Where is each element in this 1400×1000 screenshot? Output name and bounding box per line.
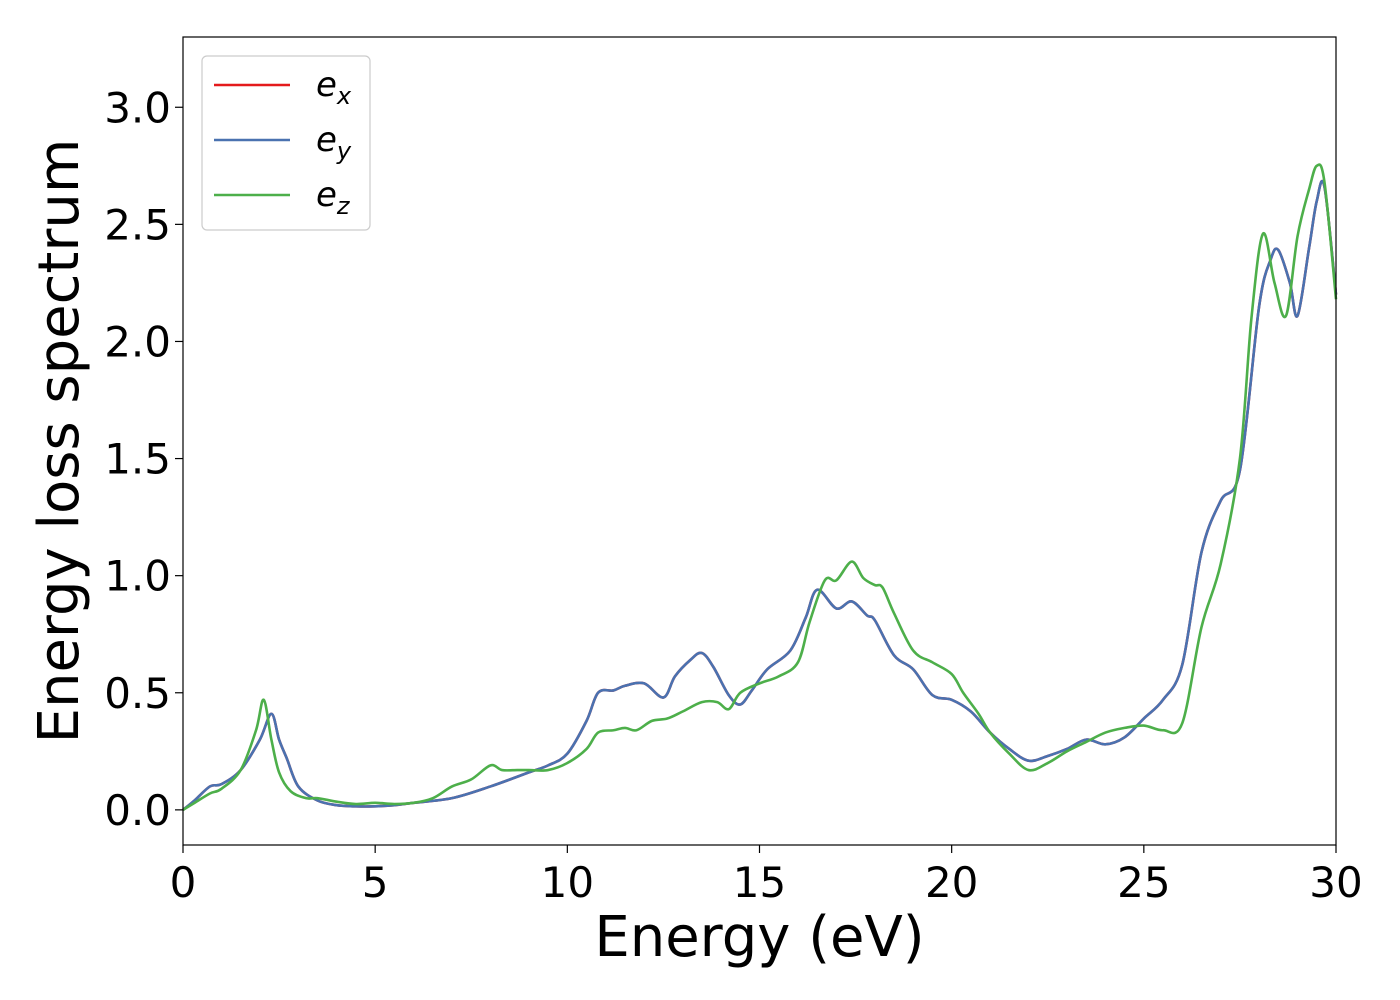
y-axis-ticks: 0.0 0.5 1.0 1.5 2.0 2.5 3.0	[104, 83, 183, 835]
y-tick-label: 1.0	[104, 552, 171, 601]
series-layer	[182, 163, 1338, 811]
y-tick-label: 2.0	[104, 317, 171, 366]
y-tick-label: 0.0	[104, 786, 171, 835]
y-axis-label: Energy loss spectrum	[27, 139, 92, 744]
y-tick-label: 0.5	[104, 669, 171, 718]
x-tick-label: 25	[1117, 858, 1170, 907]
y-tick-label: 3.0	[104, 83, 171, 132]
x-tick-label: 10	[541, 858, 594, 907]
x-tick-label: 15	[733, 858, 786, 907]
x-axis-ticks: 0 5 10 15 20 25 30	[170, 845, 1363, 907]
x-tick-label: 5	[362, 858, 389, 907]
y-tick-label: 2.5	[104, 200, 171, 249]
legend-box	[201, 55, 371, 231]
x-axis-label: Energy (eV)	[594, 905, 924, 970]
x-tick-label: 0	[170, 858, 197, 907]
x-tick-label: 20	[925, 858, 978, 907]
x-tick-label: 30	[1309, 858, 1362, 907]
series-line-y	[182, 179, 1338, 811]
y-tick-label: 1.5	[104, 435, 171, 484]
series-line-z	[182, 163, 1338, 811]
